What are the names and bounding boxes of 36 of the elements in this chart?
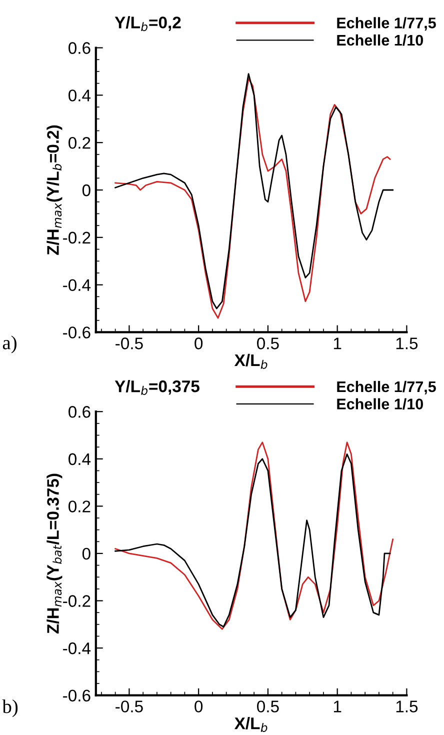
legend-label: Echelle 1/77,5 [337,17,436,31]
y-tick-label: -0.2 [63,595,90,607]
x-tick-label: -0.5 [116,700,143,712]
y-tick-label: -0.2 [63,232,90,244]
x-tick-label: 0.5 [257,338,279,350]
x-tick-label: 1 [334,338,342,350]
y-axis-title: Z/H$_{max}$(Y$_{bat}$/L=0.375) [46,474,62,634]
y-tick-label: 0.4 [68,453,91,466]
y-axis-title: Z/H$_{max}$(Y/L$_{b}$=0.2) [46,125,62,255]
x-tick-label: 0.5 [257,700,279,712]
legend-label: Echelle 1/77,5 [337,380,436,394]
y-tick-label: -0.6 [63,326,90,338]
text: b) [2,699,18,718]
y-tick-label: -0.6 [63,690,90,702]
x-tick-label: 0 [194,338,203,350]
y-tick-label: 0.2 [68,136,90,149]
x-axis-title: X/L$_{b}$ [234,717,268,732]
legend-label: Echelle 1/10 [337,34,423,46]
legend-label: Echelle 1/10 [337,398,423,410]
x-tick-label: 1.5 [396,338,418,350]
y-tick-label: -0.4 [63,642,91,654]
x-tick-label: 1.5 [396,700,418,712]
y-tick-label: 0.6 [68,42,90,54]
x-axis-title: X/L$_{b}$ [234,354,268,369]
y-tick-label: 0 [82,548,90,560]
y-tick-label: 0 [82,184,90,196]
chart-title: Y/L$_{b}$=0,375 [114,380,200,395]
chart-title: Y/L$_{b}$=0,2 [114,16,181,32]
y-tick-label: 0.4 [68,90,91,102]
text: a) [2,336,16,354]
x-tick-label: 1 [334,700,342,712]
x-tick-label: 0 [194,700,203,712]
y-tick-label: -0.4 [63,279,91,292]
y-tick-label: 0.6 [68,406,90,418]
y-tick-label: 0.2 [68,500,90,512]
x-tick-label: -0.5 [116,338,143,350]
